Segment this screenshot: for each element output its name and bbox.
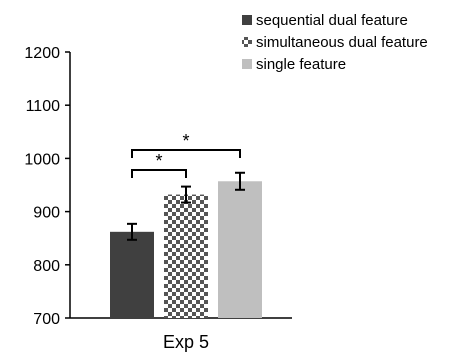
bar-3: [218, 181, 262, 318]
significance-brackets: **: [131, 131, 241, 178]
bars: [110, 171, 262, 318]
y-tick-label: 900: [33, 205, 60, 222]
significance-star-2: *: [182, 131, 189, 151]
significance-star-1: *: [155, 151, 162, 171]
y-tick-label: 1200: [24, 45, 60, 62]
legend-swatch-1: [242, 15, 252, 25]
legend-label-1: sequential dual feature: [256, 12, 408, 29]
significance-bracket-2: [131, 149, 241, 158]
legend-swatch-3: [242, 59, 252, 69]
legend-label-2: simultaneous dual feature: [256, 34, 428, 51]
y-tick-label: 800: [33, 258, 60, 275]
significance-bracket-1: [131, 169, 187, 178]
y-tick-label: 1000: [24, 151, 60, 168]
y-tick-label: 700: [33, 311, 60, 328]
y-tick-label: 1100: [26, 98, 61, 115]
legend: sequential dual feature simultaneous dual…: [242, 12, 428, 73]
legend-label-3: single feature: [256, 56, 346, 73]
axes: 700 800 900 1000 1100 1200 Exp 5: [24, 45, 292, 352]
legend-swatch-2: [242, 37, 252, 47]
x-category-label: Exp 5: [163, 332, 209, 352]
bar-2: [164, 194, 208, 318]
bar-1: [110, 231, 154, 318]
